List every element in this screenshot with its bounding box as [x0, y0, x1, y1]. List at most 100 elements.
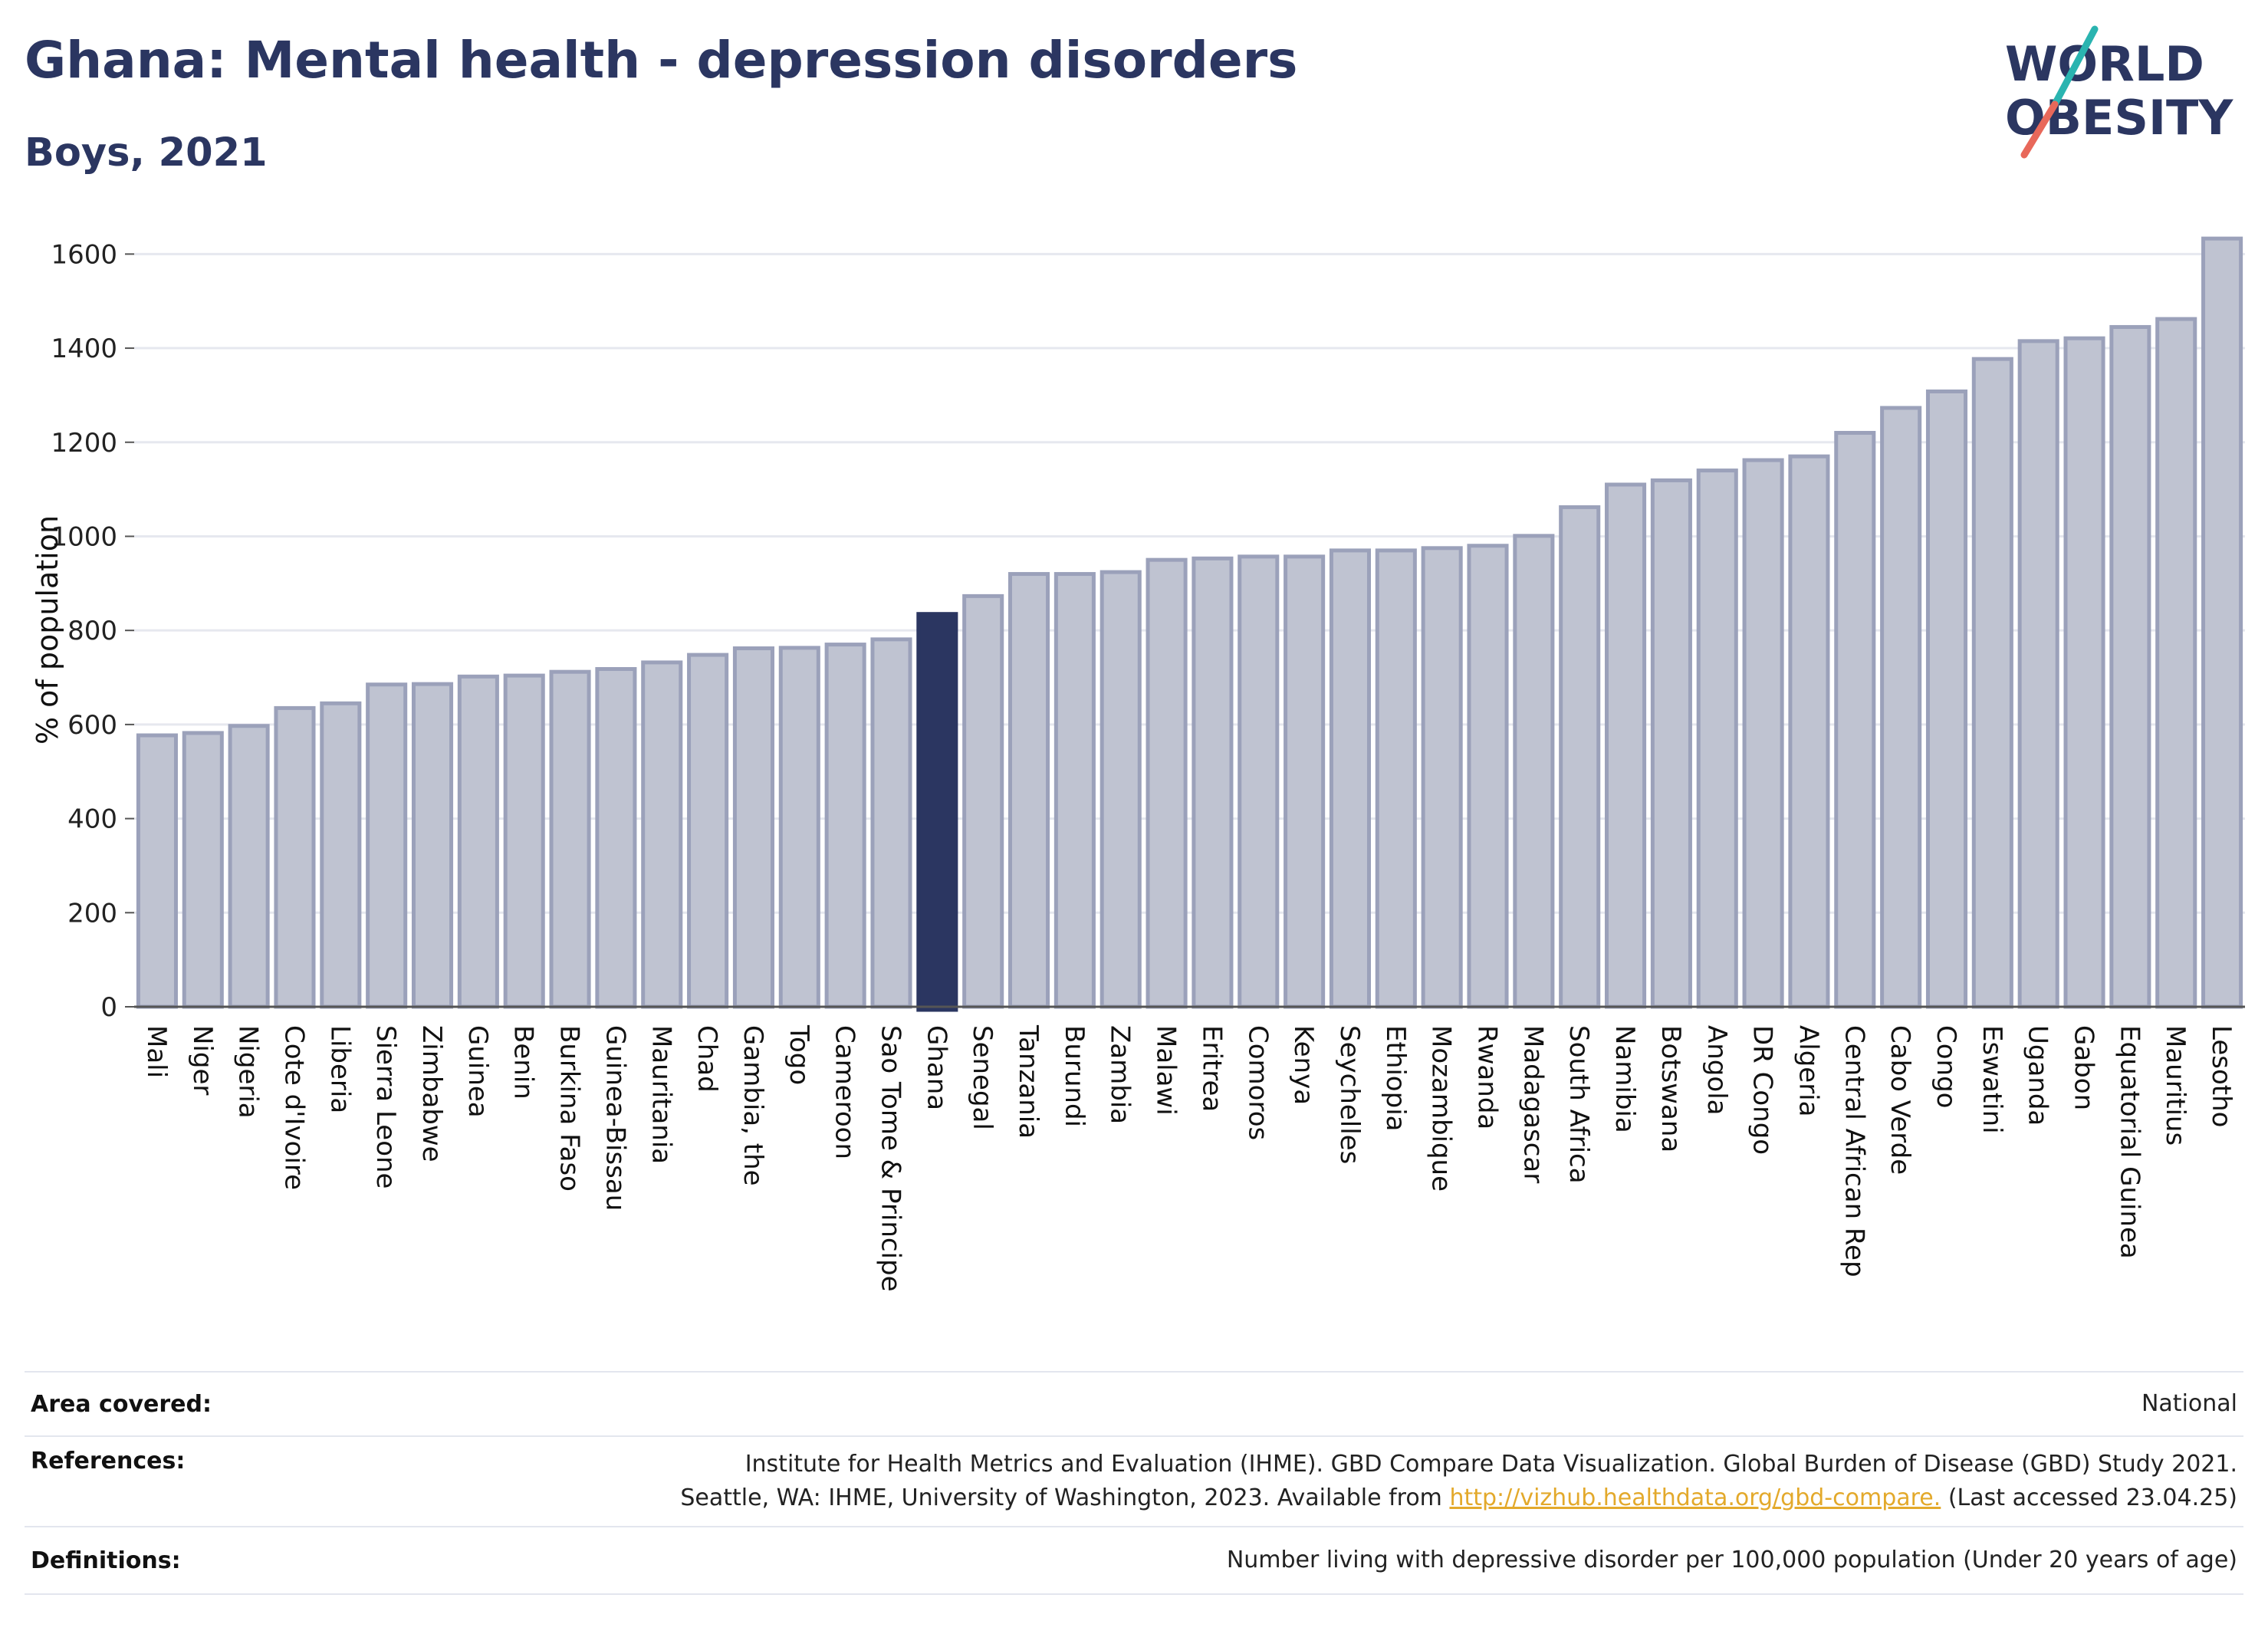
bars: [136, 236, 2243, 1012]
x-axis-labels: Mali Niger Nigeria Cote d'Ivoire Liberia Sier…: [141, 1024, 2237, 1292]
bar-lesotho: [2201, 236, 2243, 1009]
bar-algeria: [1788, 454, 1830, 1009]
bar-mauritius: [2155, 317, 2197, 1009]
y-tick-label: 600: [67, 710, 117, 741]
x-category-label: Lesotho: [2206, 1025, 2237, 1127]
bar-central-african-rep: [1834, 430, 1876, 1009]
x-category-label: Sierra Leone: [370, 1025, 401, 1189]
area-covered-value: National: [2141, 1390, 2237, 1417]
x-category-label: Central African Rep: [1839, 1025, 1869, 1277]
bar-comoros: [1238, 554, 1280, 1009]
y-tick-label: 1400: [51, 334, 117, 364]
bar-equatorial-guinea: [2109, 324, 2151, 1009]
x-category-label: Rwanda: [1472, 1025, 1503, 1129]
bar-madagascar: [1513, 534, 1555, 1009]
x-category-label: Guinea-Bissau: [600, 1025, 630, 1211]
bar-eswatini: [1971, 357, 2013, 1009]
bar-cote-d-ivoire: [274, 705, 316, 1009]
x-category-label: Congo: [1931, 1025, 1961, 1108]
chart-subtitle: Boys, 2021: [25, 130, 268, 176]
references-text: Institute for Health Metrics and Evaluat…: [680, 1448, 2237, 1515]
x-category-label: Angola: [1701, 1025, 1732, 1115]
y-tick-label: 400: [67, 804, 117, 835]
bar-namibia: [1605, 482, 1647, 1009]
x-category-label: Seychelles: [1334, 1025, 1365, 1164]
x-category-label: Malawi: [1151, 1025, 1182, 1116]
bar-dr-congo: [1742, 458, 1784, 1009]
y-axis-ticks: 0 200 400 600 800 1000 1200 1400 1600: [51, 239, 134, 1023]
x-category-label: Eritrea: [1196, 1025, 1227, 1112]
y-tick-label: 800: [67, 616, 117, 646]
logo-line1: WORLD: [2005, 36, 2204, 92]
bar-nigeria: [228, 724, 270, 1009]
x-category-label: Madagascar: [1517, 1025, 1548, 1183]
x-category-label: Uganda: [2023, 1025, 2053, 1126]
x-category-label: Sao Tome & Principe: [875, 1025, 906, 1292]
x-category-label: Gabon: [2069, 1025, 2099, 1110]
bar-ethiopia: [1375, 548, 1417, 1009]
x-category-label: Benin: [508, 1025, 539, 1100]
y-axis-title: % of population: [31, 515, 64, 745]
references-line2-post: (Last accessed 23.04.25): [1941, 1484, 2237, 1511]
references-link[interactable]: http://vizhub.healthdata.org/gbd-compare…: [1449, 1484, 1941, 1511]
x-category-label: Gambia, the: [738, 1025, 768, 1186]
references-line1: Institute for Health Metrics and Evaluat…: [744, 1451, 2237, 1478]
bar-gabon: [2063, 336, 2105, 1009]
y-tick-label: 1200: [51, 428, 117, 459]
bar-burundi: [1053, 572, 1096, 1009]
x-category-label: Cameroon: [830, 1025, 860, 1159]
bar-sao-tome-principe: [870, 637, 912, 1009]
x-category-label: South Africa: [1563, 1025, 1594, 1184]
bar-senegal: [962, 593, 1004, 1009]
x-category-label: Ghana: [921, 1025, 952, 1110]
definitions-value: Number living with depressive disorder p…: [1226, 1547, 2237, 1573]
footer-row-area: Area covered: National: [25, 1371, 2243, 1435]
bar-mali: [136, 733, 178, 1009]
x-category-label: Equatorial Guinea: [2114, 1025, 2145, 1259]
bar-eritrea: [1192, 556, 1234, 1009]
y-tick-label: 1000: [51, 521, 117, 552]
world-obesity-logo: WORLD OBESITY: [2005, 25, 2233, 159]
bar-botswana: [1650, 478, 1692, 1009]
bar-malawi: [1146, 557, 1188, 1009]
references-line2-pre: Seattle, WA: IHME, University of Washing…: [680, 1484, 1450, 1511]
x-category-label: Guinea: [462, 1025, 493, 1118]
bar-angola: [1696, 469, 1738, 1009]
x-category-label: DR Congo: [1747, 1025, 1778, 1155]
x-category-label: Comoros: [1242, 1025, 1273, 1140]
x-category-label: Mauritius: [2160, 1025, 2191, 1146]
bar-cameroon: [824, 643, 866, 1009]
footer-row-definitions: Definitions: Number living with depressi…: [25, 1526, 2243, 1595]
bar-congo: [1925, 390, 1968, 1009]
bar-mozambique: [1421, 546, 1463, 1009]
x-category-label: Niger: [187, 1025, 218, 1095]
x-category-label: Cabo Verde: [1885, 1025, 1915, 1175]
x-category-label: Zimbabwe: [416, 1025, 447, 1162]
bar-tanzania: [1007, 572, 1050, 1009]
bar-kenya: [1284, 554, 1326, 1009]
bar-niger: [182, 731, 224, 1009]
x-category-label: Mauritania: [646, 1025, 676, 1164]
bar-benin: [503, 673, 545, 1009]
y-tick-label: 1600: [51, 239, 117, 270]
footer-row-references: References: Institute for Health Metrics…: [25, 1435, 2243, 1526]
bar-ghana: [916, 612, 958, 1012]
bar-togo: [778, 646, 820, 1009]
references-label: References:: [31, 1448, 186, 1475]
y-tick-label: 0: [100, 992, 117, 1023]
x-category-label: Botswana: [1655, 1025, 1686, 1152]
bar-chart: 0 200 400 600 800 1000 1200 1400 1600 Mali Niger N…: [31, 236, 2245, 1292]
x-category-label: Namibia: [1609, 1025, 1640, 1133]
bar-guinea-bissau: [595, 666, 637, 1009]
x-category-label: Liberia: [324, 1025, 355, 1113]
footer-table: Area covered: National References: Insti…: [25, 1371, 2243, 1595]
x-category-label: Zambia: [1105, 1025, 1136, 1124]
x-category-label: Ethiopia: [1380, 1025, 1411, 1131]
x-category-label: Nigeria: [233, 1025, 264, 1119]
bar-burkina-faso: [549, 669, 591, 1009]
area-covered-label: Area covered:: [31, 1390, 212, 1418]
chart-title: Ghana: Mental health - depression disord…: [25, 31, 1298, 90]
x-category-label: Mali: [141, 1025, 172, 1078]
bar-uganda: [2017, 339, 2059, 1009]
bar-south-africa: [1559, 505, 1601, 1009]
